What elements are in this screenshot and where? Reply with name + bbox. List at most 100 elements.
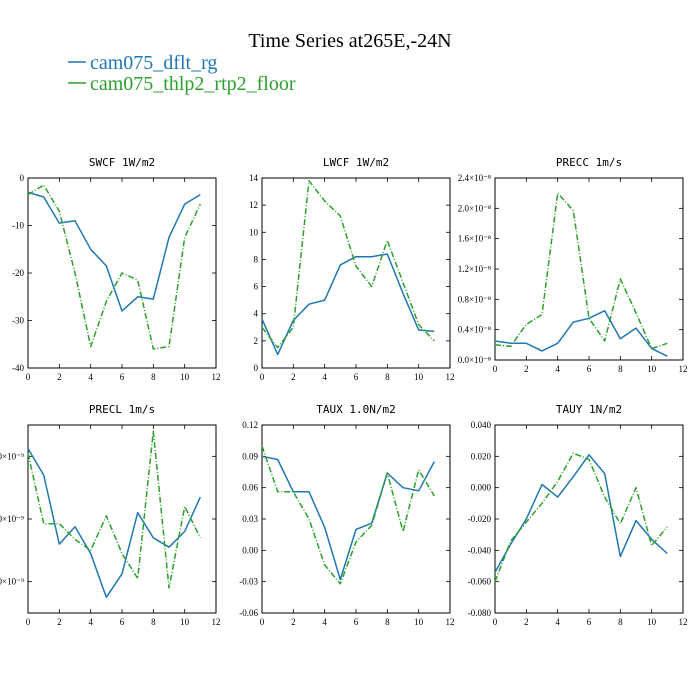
series-line <box>494 192 668 350</box>
y-tick-label: 0.0×10⁻⁸ <box>458 355 491 365</box>
series-line <box>494 454 668 573</box>
legend-label: cam075_dflt_rg <box>90 52 217 74</box>
x-tick-label: 0 <box>26 617 31 627</box>
x-tick-label: 6 <box>587 617 592 627</box>
x-tick-label: 6 <box>354 617 359 627</box>
y-tick-label: 1.2×10⁻⁸ <box>458 264 491 274</box>
x-tick-label: 2 <box>524 617 529 627</box>
legend-entry: cam075_dflt_rg <box>68 52 217 74</box>
plot-frame <box>261 177 451 369</box>
panel-title: SWCF 1W/m2 <box>89 156 155 169</box>
legend: cam075_dflt_rg cam075_thlp2_rtp2_floor <box>68 52 296 95</box>
series-line <box>27 448 201 599</box>
panel-title: PRECC 1m/s <box>556 156 622 169</box>
chart-panel: LWCF 1W/m2 0 2 4 6 8 10 12 0 2 4 6 8 10 12 14 <box>249 156 455 382</box>
y-tick-label: 2 <box>254 336 259 346</box>
x-tick-label: 0 <box>260 617 265 627</box>
chart-panel: SWCF 1W/m2 0 2 4 6 8 10 12 0 -10 -20 -30 -40 <box>12 156 221 382</box>
y-tick-label: 0.03 <box>242 514 258 524</box>
panel-title: TAUX 1.0N/m2 <box>316 403 395 416</box>
figure-title: Time Series at265E,-24N <box>248 30 451 52</box>
x-tick-label: 8 <box>618 617 623 627</box>
y-tick-label: -40 <box>12 363 24 373</box>
y-tick-label: -0.06 <box>239 608 258 618</box>
x-tick-label: 6 <box>354 372 359 382</box>
y-tick-label: 4 <box>254 309 259 319</box>
x-tick-label: 6 <box>120 372 125 382</box>
x-tick-label: 4 <box>322 617 327 627</box>
chart-panel: PRECC 1m/s 0 2 4 6 8 10 12 0.0×10⁻⁸ 0.4×10⁻⁸ 0.8×1… <box>458 156 688 374</box>
series-line <box>261 179 435 349</box>
chart-panel: TAUY 1N/m2 0 2 4 6 8 10 12 -0.080 -0.060 -0.040 -0.… <box>468 403 688 627</box>
x-tick-label: 12 <box>212 372 221 382</box>
legend-label: cam075_thlp2_rtp2_floor <box>90 73 296 95</box>
y-tick-label: 1.6×10⁻⁸ <box>458 234 491 244</box>
y-tick-label: 10 <box>249 227 259 237</box>
x-tick-label: 10 <box>180 372 190 382</box>
x-tick-label: 10 <box>647 364 657 374</box>
x-tick-label: 8 <box>618 364 623 374</box>
y-tick-label: 0.00 <box>242 545 258 555</box>
x-tick-label: 8 <box>151 617 156 627</box>
y-tick-label: 0.06 <box>242 483 258 493</box>
x-tick-label: 10 <box>180 617 190 627</box>
x-tick-label: 12 <box>679 617 688 627</box>
series-line <box>27 430 201 589</box>
y-tick-label: 0.020 <box>471 451 492 461</box>
panel-title: PRECL 1m/s <box>89 403 155 416</box>
plot-frame <box>494 177 684 361</box>
panel-title: LWCF 1W/m2 <box>323 156 389 169</box>
x-tick-label: 2 <box>57 617 62 627</box>
series-line <box>27 191 201 312</box>
series-line <box>261 445 435 585</box>
x-tick-label: 10 <box>414 617 424 627</box>
series-line <box>261 253 435 356</box>
y-tick-label: -20 <box>12 268 24 278</box>
x-tick-label: 0 <box>493 617 498 627</box>
y-tick-label: 8 <box>254 254 259 264</box>
y-tick-label: 14 <box>249 173 259 183</box>
series-line <box>261 455 435 581</box>
y-tick-label: -0.020 <box>468 514 492 524</box>
y-tick-label: 0.09 <box>242 451 258 461</box>
series-line <box>27 184 201 350</box>
x-tick-label: 2 <box>524 364 529 374</box>
y-tick-label: -0.040 <box>468 545 492 555</box>
series-line <box>494 309 668 357</box>
x-tick-label: 2 <box>291 617 296 627</box>
x-tick-label: 6 <box>587 364 592 374</box>
x-tick-label: 4 <box>555 364 560 374</box>
x-tick-label: 10 <box>647 617 657 627</box>
y-tick-label: 0×10⁻⁹ <box>0 514 24 524</box>
panel-title: TAUY 1N/m2 <box>556 403 622 416</box>
y-tick-label: 0.8×10⁻⁸ <box>458 294 491 304</box>
y-tick-label: 12 <box>249 200 258 210</box>
plot-frame <box>261 424 451 614</box>
y-tick-label: 2.4×10⁻⁸ <box>458 173 491 183</box>
x-tick-label: 10 <box>414 372 424 382</box>
x-tick-label: 2 <box>57 372 62 382</box>
x-tick-label: 12 <box>446 372 455 382</box>
y-tick-label: 0×10⁻⁹ <box>0 451 24 461</box>
x-tick-label: 4 <box>322 372 327 382</box>
y-tick-label: 0.040 <box>471 420 492 430</box>
x-tick-label: 0 <box>493 364 498 374</box>
y-tick-label: -10 <box>12 221 24 231</box>
chart-panel: TAUX 1.0N/m2 0 2 4 6 8 10 12 -0.06 -0.03 0.00 0.03 0… <box>239 403 454 627</box>
plot-frame <box>494 424 684 614</box>
y-tick-label: 6 <box>254 282 259 292</box>
y-tick-label: -30 <box>12 316 24 326</box>
y-tick-label: 0.000 <box>471 483 492 493</box>
y-tick-label: 2.0×10⁻⁸ <box>458 203 491 213</box>
y-tick-label: -0.03 <box>239 577 258 587</box>
x-tick-label: 8 <box>385 372 390 382</box>
plot-frame <box>27 424 217 614</box>
x-tick-label: 6 <box>120 617 125 627</box>
y-tick-label: 0 <box>20 173 25 183</box>
y-tick-label: -0.060 <box>468 577 492 587</box>
y-tick-label: 0 <box>254 363 259 373</box>
x-tick-label: 0 <box>260 372 265 382</box>
series-line <box>494 452 668 582</box>
x-tick-label: 8 <box>385 617 390 627</box>
